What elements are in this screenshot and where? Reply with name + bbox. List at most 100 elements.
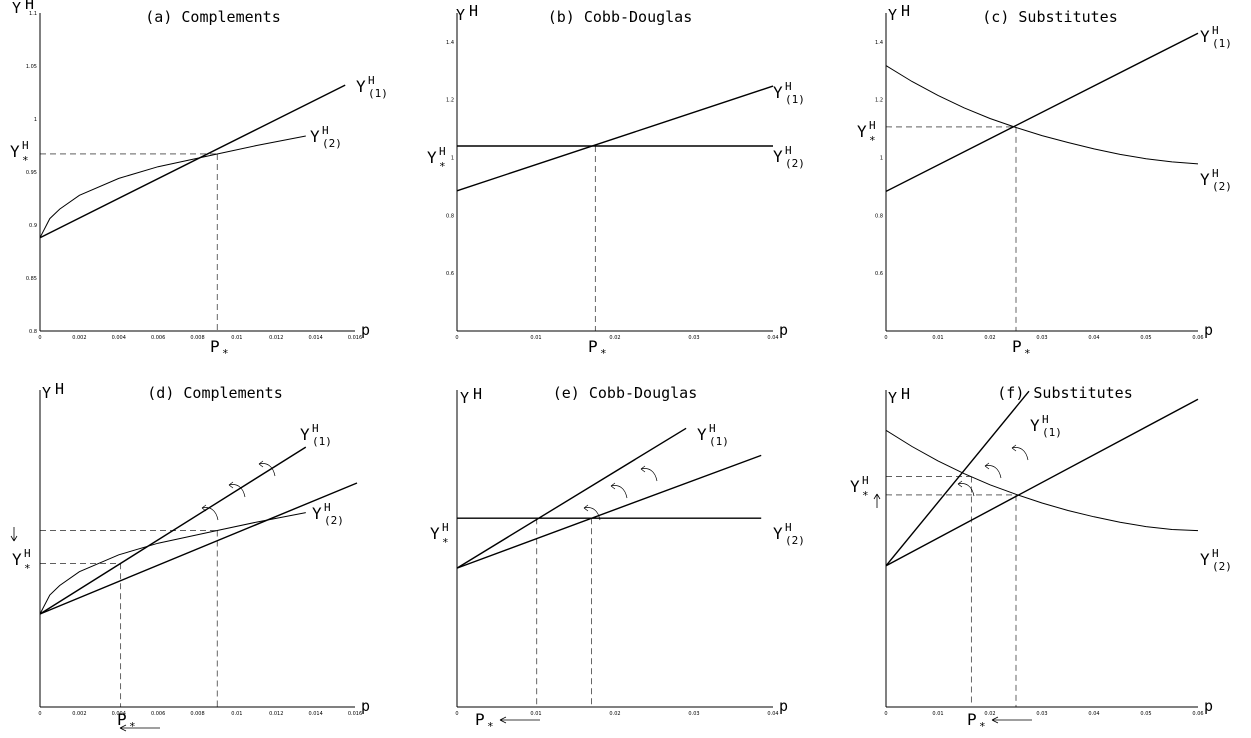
rotation-arrow-head [258, 460, 264, 468]
y-axis-label-sup: H [469, 2, 478, 20]
y-axis-label: Y [12, 0, 21, 17]
series-line-3 [39, 512, 306, 615]
curve-label-1-main: Y [1200, 27, 1210, 46]
y-star-sub: * [869, 134, 876, 147]
up-arrow-icon [873, 493, 881, 508]
curve-label-2-main: Y [1200, 170, 1210, 189]
y-tick-label: 1 [34, 117, 37, 123]
curve-label-1-main: Y [1030, 416, 1040, 435]
y-tick-label: 1.1 [29, 11, 37, 17]
p-star-label: P [967, 710, 977, 729]
chart-title: (e) Cobb-Douglas [553, 384, 698, 402]
x-tick-label: 0.03 [688, 711, 699, 717]
x-tick-label: 0.012 [269, 335, 283, 341]
x-tick-label: 0.03 [1036, 335, 1047, 341]
x-tick-label: 0.06 [1192, 711, 1203, 717]
x-tick-label: 0.02 [984, 711, 995, 717]
curve-label-2-sup: H [1212, 547, 1219, 560]
rotation-arrow-head [201, 504, 207, 512]
x-tick-label: 0.006 [151, 711, 165, 717]
rotation-arrow-head [583, 504, 589, 512]
curve-label-1-sub: (1) [312, 435, 332, 448]
y-axis-label-sup: H [901, 385, 910, 403]
curve-label-2-sub: (2) [324, 514, 344, 527]
p-star-label: P [475, 710, 485, 729]
series-line-1 [885, 390, 1030, 567]
x-tick-label: 0.03 [688, 335, 699, 341]
curve-label-2-sub: (2) [785, 157, 805, 170]
rotation-arrow-head [640, 465, 646, 473]
y-star-sup: H [862, 474, 869, 487]
p-star-sub: * [979, 720, 986, 733]
series-line-2 [885, 398, 1199, 567]
x-axis-label: p [1204, 697, 1213, 715]
x-tick-label: 0.01 [932, 711, 943, 717]
x-tick-label: 0.01 [932, 335, 943, 341]
x-tick-label: 0.03 [1036, 711, 1047, 717]
series-line-2 [885, 65, 1199, 165]
p-star-label: P [117, 710, 127, 729]
x-tick-label: 0 [455, 711, 458, 717]
p-star-sub: * [600, 347, 607, 360]
rotation-arrow [640, 468, 658, 482]
series-line-3 [885, 429, 1199, 532]
y-axis-label: Y [888, 6, 897, 24]
series-line-1 [39, 84, 346, 239]
x-tick-label: 0.004 [112, 335, 126, 341]
curve-label-2-sup: H [785, 521, 792, 534]
curve-label-1-sup: H [368, 74, 375, 87]
x-tick-label: 0.04 [1088, 335, 1099, 341]
y-axis-label-sup: H [25, 0, 34, 13]
y-tick-label: 1 [880, 156, 883, 162]
curve-label-1-sup: H [709, 422, 716, 435]
curve-label-2-main: Y [312, 504, 322, 523]
x-tick-label: 0.004 [112, 711, 126, 717]
x-axis-label: p [361, 321, 370, 339]
y-star-sub: * [24, 562, 31, 575]
x-tick-label: 0 [884, 711, 887, 717]
chart-title: (d) Complements [147, 384, 282, 402]
series-line-1 [456, 85, 774, 192]
chart-title: (f) Substitutes [997, 384, 1132, 402]
x-tick-label: 0.002 [72, 711, 86, 717]
p-star-label: P [210, 337, 220, 356]
rotation-arrow [1011, 447, 1029, 461]
curve-label-1-sup: H [1042, 413, 1049, 426]
curve-label-1-main: Y [697, 425, 707, 444]
rotation-arrow [228, 484, 246, 498]
chart-title: (c) Substitutes [982, 8, 1117, 26]
series-line-1 [456, 427, 687, 569]
y-tick-label: 1.05 [26, 64, 37, 70]
curve-label-1-main: Y [356, 77, 366, 96]
p-star-sub: * [487, 720, 494, 733]
x-tick-label: 0.01 [231, 335, 242, 341]
x-tick-label: 0.01 [530, 711, 541, 717]
y-axis-label-sup: H [55, 380, 64, 398]
curve-label-1-sup: H [1212, 24, 1219, 37]
p-star-label: P [1012, 337, 1022, 356]
y-axis-label: Y [42, 384, 51, 402]
x-tick-label: 0 [455, 335, 458, 341]
y-tick-label: 1.4 [875, 40, 883, 46]
curve-label-1-main: Y [300, 425, 310, 444]
curve-label-1-main: Y [773, 83, 783, 102]
x-axis-label: p [779, 321, 788, 339]
curve-label-2-sup: H [324, 501, 331, 514]
y-axis-label: Y [460, 389, 469, 407]
x-tick-label: 0.01 [231, 711, 242, 717]
x-tick-label: 0.02 [609, 335, 620, 341]
curve-label-1-sup: H [312, 422, 319, 435]
p-star-label: P [588, 337, 598, 356]
y-tick-label: 1.2 [875, 98, 883, 104]
down-arrow-icon [10, 527, 18, 542]
y-tick-label: 0.8 [875, 213, 883, 219]
left-arrow-icon [499, 716, 540, 724]
x-tick-label: 0.014 [308, 711, 322, 717]
curve-label-2-main: Y [773, 524, 783, 543]
y-star-sub: * [862, 489, 869, 502]
rotation-arrow-head [984, 462, 990, 470]
x-tick-label: 0.02 [609, 711, 620, 717]
